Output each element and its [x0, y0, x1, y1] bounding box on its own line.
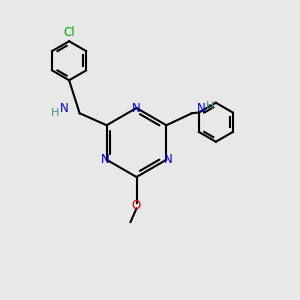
Text: N: N [196, 102, 205, 115]
Text: N: N [164, 153, 172, 166]
Text: O: O [132, 199, 141, 212]
Text: N: N [132, 101, 141, 115]
Text: N: N [101, 153, 110, 166]
Text: N: N [60, 102, 69, 115]
Text: Cl: Cl [63, 26, 75, 39]
Text: H: H [206, 101, 214, 111]
Text: H: H [51, 108, 59, 118]
